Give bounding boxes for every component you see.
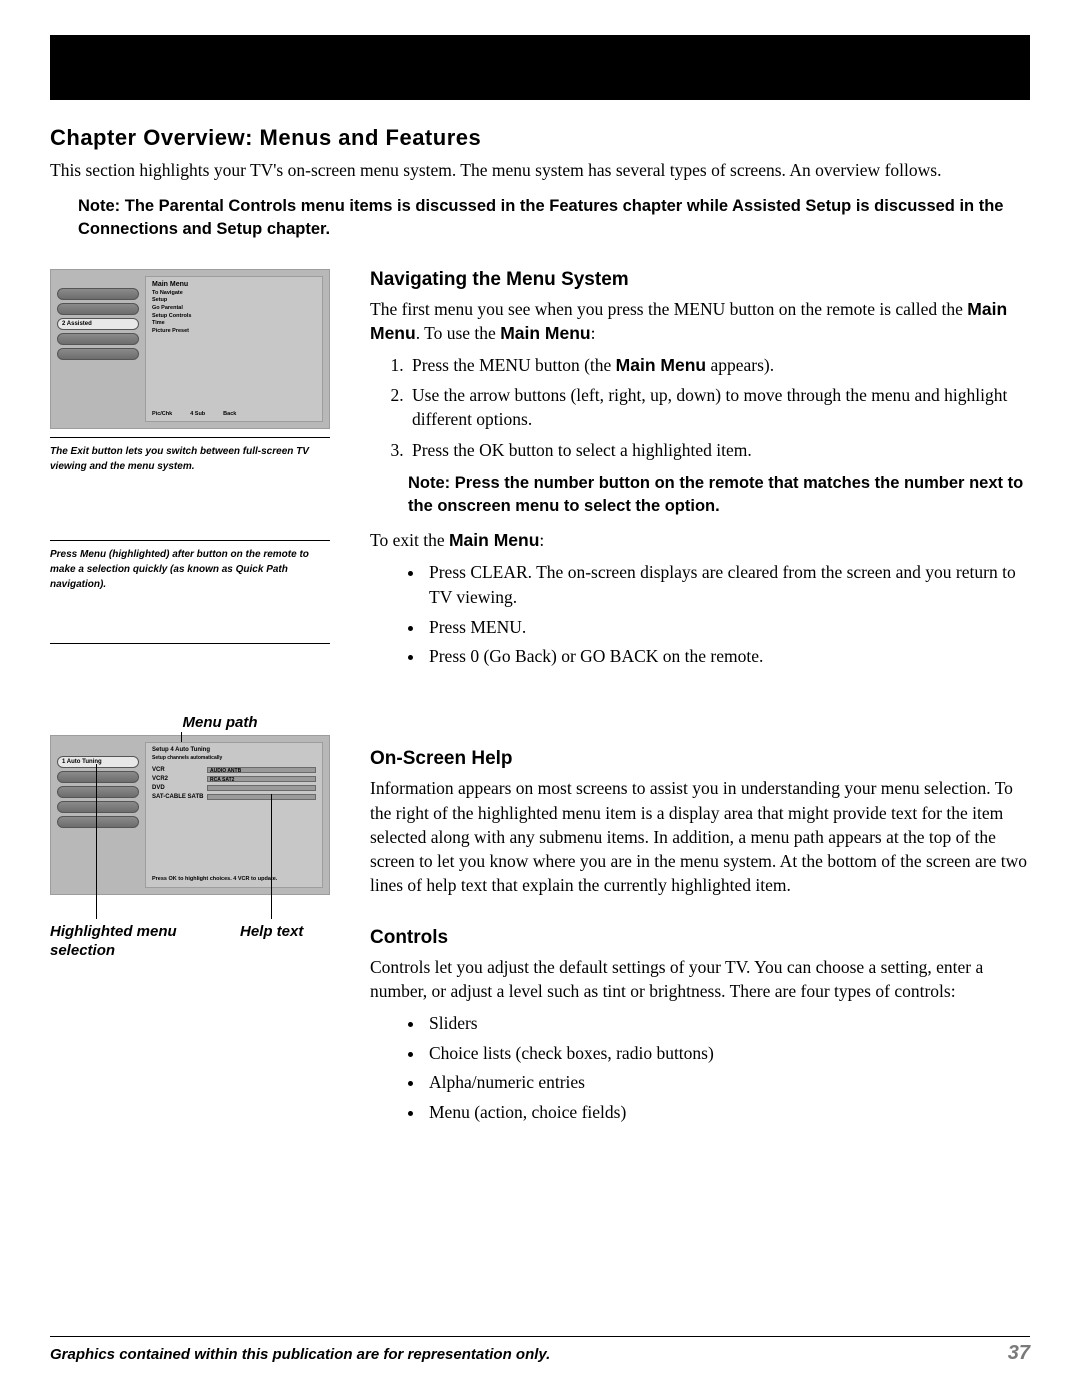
intro-paragraph: This section highlights your TV's on-scr… <box>50 159 1030 183</box>
note-number-button: Note: Press the number button on the rem… <box>408 472 1030 518</box>
section-controls-body: Controls let you adjust the default sett… <box>370 955 1030 1003</box>
figure1-line: Setup <box>152 297 316 304</box>
page-heading: Chapter Overview: Menus and Features <box>50 125 1030 151</box>
footer-rule <box>50 1336 1030 1337</box>
section-controls-title: Controls <box>370 927 1030 949</box>
section-navigating-intro: The first menu you see when you press th… <box>370 297 1030 345</box>
list-item: Use the arrow buttons (left, right, up, … <box>408 383 1030 431</box>
figure2-row-bar: RCA SAT2 <box>207 776 316 782</box>
chapter-header-bar <box>50 35 1030 100</box>
figure2-row: VCR AUDIO ANTB <box>152 767 316 773</box>
figure1-foot: 4 Sub <box>190 411 205 417</box>
pointer-line <box>271 794 272 919</box>
figure2-row-label: VCR <box>152 767 207 773</box>
list-item: Press CLEAR. The on-screen displays are … <box>425 560 1030 611</box>
figure2-left-buttons: 1 Auto Tuning <box>57 742 139 888</box>
figure1-caption-1: The Exit button lets you switch between … <box>50 444 330 474</box>
menu-pill <box>57 348 139 360</box>
list-item: Press MENU. <box>425 615 1030 640</box>
footer-disclaimer: Graphics contained within this publicati… <box>50 1346 550 1363</box>
figure2-row-label: DVD <box>152 785 207 791</box>
figure1-line: Time <box>152 320 316 327</box>
figure2-crumb: Setup 4 Auto Tuning <box>152 747 316 753</box>
figure2-row-bar <box>207 785 316 791</box>
text: To exit the <box>370 530 449 550</box>
figure1-line: Setup Controls <box>152 313 316 320</box>
list-item: Alpha/numeric entries <box>425 1070 1030 1095</box>
figure2-row-label: VCR2 <box>152 776 207 782</box>
text: . To use the <box>416 323 500 343</box>
page-number: 37 <box>1008 1342 1030 1365</box>
text-bold: Main Menu <box>500 323 590 343</box>
controls-bullets: Sliders Choice lists (check boxes, radio… <box>425 1011 1030 1125</box>
figure1-caption: The Exit button lets you switch between … <box>50 437 330 644</box>
pointer-line <box>96 764 97 919</box>
figure2-sub: Setup channels automatically <box>152 755 316 761</box>
text: : <box>591 323 596 343</box>
figure1-line: To Navigate <box>152 290 316 297</box>
menu-pill-selected: 1 Auto Tuning <box>57 756 139 768</box>
exit-bullets: Press CLEAR. The on-screen displays are … <box>425 560 1030 670</box>
figure2-label-helptext: Help text <box>240 923 330 961</box>
figure2-row: DVD <box>152 785 316 791</box>
exit-intro: To exit the Main Menu: <box>370 528 1030 552</box>
figure2-row-label: SAT-CABLE SATB <box>152 794 207 800</box>
figure2-foot: Press OK to highlight choices. 4 VCR to … <box>152 876 316 883</box>
figure2-row-bar: AUDIO ANTB <box>207 767 316 773</box>
menu-pill <box>57 288 139 300</box>
navigating-steps: Press the MENU button (the Main Menu app… <box>408 353 1030 462</box>
menu-pill-selected: 2 Assisted <box>57 318 139 330</box>
figure2-panel: Setup 4 Auto Tuning Setup channels autom… <box>145 742 323 888</box>
menu-pill <box>57 816 139 828</box>
figure1-line: Picture Preset <box>152 328 316 335</box>
list-item: Press 0 (Go Back) or GO BACK on the remo… <box>425 644 1030 669</box>
figure2-row-bar <box>207 794 316 800</box>
menu-pill <box>57 786 139 798</box>
figure1-caption-2: Press Menu (highlighted) after button on… <box>50 547 330 592</box>
list-item: Choice lists (check boxes, radio buttons… <box>425 1041 1030 1066</box>
menu-pill <box>57 303 139 315</box>
figure2-label-highlighted: Highlighted menu selection <box>50 923 200 961</box>
list-item: Sliders <box>425 1011 1030 1036</box>
menu-pill <box>57 333 139 345</box>
figure1-left-buttons: 2 Assisted <box>57 276 139 422</box>
figure1-panel: Main Menu To Navigate Setup Go Parental … <box>145 276 323 422</box>
menu-pill <box>57 801 139 813</box>
figure1-foot: Back <box>223 411 236 417</box>
list-item: Press the MENU button (the Main Menu app… <box>408 353 1030 377</box>
list-item: Menu (action, choice fields) <box>425 1100 1030 1125</box>
figure1-foot: Pic/Chk <box>152 411 172 417</box>
list-item: Press the OK button to select a highligh… <box>408 438 1030 462</box>
text: The first menu you see when you press th… <box>370 299 967 319</box>
figure1-panel-title: Main Menu <box>152 281 316 288</box>
figure-onscreen-help: 1 Auto Tuning Setup 4 Auto Tuning Setup … <box>50 735 330 895</box>
figure2-label-menu-path: Menu path <box>100 714 340 731</box>
figure2-row: VCR2 RCA SAT2 <box>152 776 316 782</box>
menu-pill <box>57 771 139 783</box>
text-bold: Main Menu <box>449 530 539 550</box>
figure2-row: SAT-CABLE SATB <box>152 794 316 800</box>
section-onscreen-help-title: On-Screen Help <box>370 748 1030 770</box>
section-navigating-title: Navigating the Menu System <box>370 269 1030 291</box>
text: : <box>539 530 544 550</box>
figure-main-menu: 2 Assisted Main Menu To Navigate Setup G… <box>50 269 330 429</box>
figure1-line: Go Parental <box>152 305 316 312</box>
section-onscreen-help-body: Information appears on most screens to a… <box>370 776 1030 897</box>
note-parental-controls: Note: The Parental Controls menu items i… <box>78 195 1030 241</box>
